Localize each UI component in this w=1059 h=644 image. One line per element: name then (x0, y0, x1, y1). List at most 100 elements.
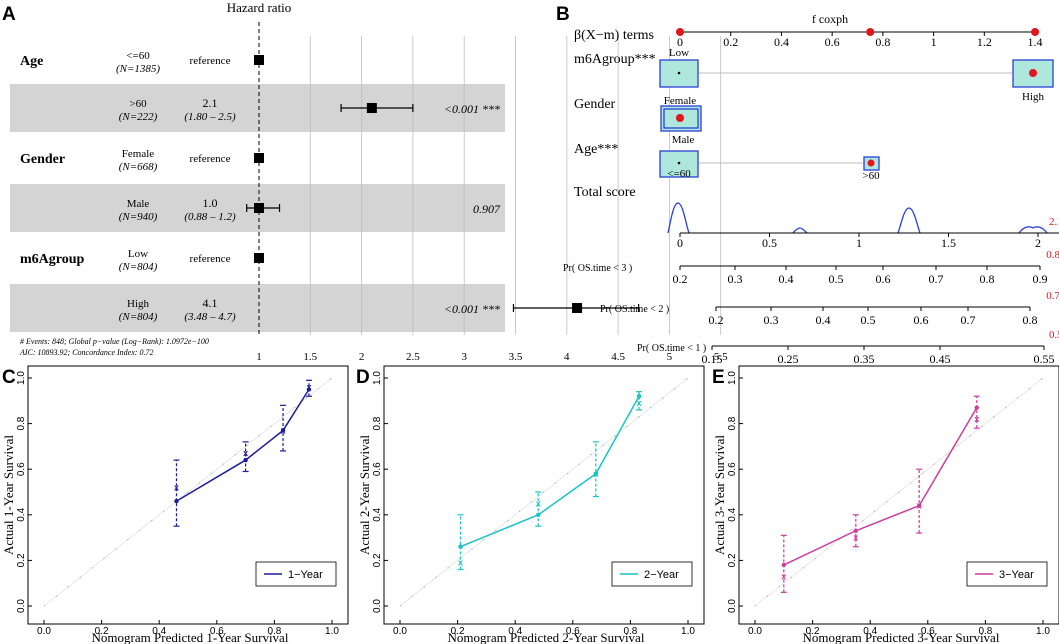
corrected-point: x (243, 448, 248, 458)
beta-tick-label: 0.6 (825, 35, 840, 49)
prob-tick-label: 0.4 (779, 272, 794, 286)
ideal-line-faint (43, 377, 333, 607)
y-tick-label: 1.0 (727, 371, 738, 385)
level-label: Low (128, 248, 148, 260)
prob-tick-label: 0.2 (709, 313, 724, 327)
corrected-point: x (853, 533, 858, 543)
prob-tick-label: 0.5 (861, 313, 876, 327)
score-density-curve (667, 202, 1048, 234)
y-tick-label: 0.4 (372, 507, 383, 521)
corrected-point: x (281, 425, 286, 435)
x-tick-label: 3.5 (509, 351, 523, 363)
total-tick-label: 2 (1035, 236, 1041, 250)
selected-level-dot (676, 114, 684, 122)
x-tick-label: 2 (359, 351, 365, 363)
p-value: <0.001 *** (444, 102, 500, 116)
prob-tick-label: 0.15 (702, 352, 723, 366)
y-tick-label: 0.0 (727, 599, 738, 613)
x-tick-label: 0.2 (451, 626, 465, 637)
beta-tick-label: 0 (677, 35, 683, 49)
forest-title: Hazard ratio (227, 0, 292, 15)
ci-value: (3.48 – 4.7) (184, 311, 236, 323)
y-tick-label: 0.6 (727, 462, 738, 476)
footnote-aic: AIC: 10893.92; Concordance Index: 0.72 (19, 348, 153, 357)
x-tick-label: 0.0 (748, 626, 762, 637)
level-label: Male (127, 198, 150, 210)
level-name: Low (669, 47, 689, 59)
group-label: m6Agroup (20, 252, 85, 267)
x-tick-label: 1.0 (681, 626, 695, 637)
x-tick-label: 1.0 (1036, 626, 1050, 637)
hr-point (254, 55, 264, 65)
y-tick-label: 0.8 (372, 416, 383, 430)
y-tick-label: 0.2 (372, 553, 383, 567)
beta-tick-label: 0.2 (723, 35, 738, 49)
y-tick-label: 0.0 (16, 599, 27, 613)
observed-point (174, 498, 179, 504)
y-tick-label: 1.0 (372, 371, 383, 385)
prob-tick-label: 0.25 (778, 352, 799, 366)
hr-value: reference (190, 153, 231, 165)
x-axis-label: Nomogram Predicted 1-Year Survival (92, 630, 289, 644)
prob-value: 0.789 (1046, 290, 1059, 302)
y-axis-label: Actual 3-Year Survival (712, 435, 727, 555)
prob-tick-label: 0.45 (930, 352, 951, 366)
level-name: High (1022, 91, 1045, 103)
level-label: High (127, 298, 150, 310)
count-label: (N=804) (119, 261, 158, 273)
x-tick-label: 4 (564, 351, 570, 363)
level-label: <=60 (126, 50, 150, 62)
corrected-point: x (781, 571, 786, 581)
corrected-point: x (174, 482, 179, 492)
prob-tick-label: 0.2 (673, 272, 688, 286)
y-tick-label: 0.8 (16, 416, 27, 430)
total-tick-label: 1 (856, 236, 862, 250)
observed-point (458, 544, 463, 549)
hr-point (254, 153, 264, 163)
observed-point (306, 387, 312, 392)
prob-tick-label: 0.35 (854, 352, 875, 366)
count-label: (N=940) (119, 211, 158, 223)
x-tick-label: 0.8 (267, 626, 281, 637)
level-label: Female (122, 148, 154, 160)
legend-label: 1−Year (288, 569, 323, 581)
calibration-line (460, 395, 640, 548)
x-tick-label: 0.8 (978, 626, 992, 637)
hr-value: 1.0 (203, 196, 218, 210)
total-tick-label: 0.5 (762, 236, 777, 250)
level-name: Male (672, 134, 695, 146)
variable-label: Gender (574, 97, 616, 112)
x-tick-label: 1.5 (303, 351, 317, 363)
x-tick-label: 0.4 (863, 626, 877, 637)
corrected-point: x (917, 501, 922, 511)
ci-value: (0.88 – 1.2) (184, 211, 236, 223)
level-name: >60 (862, 170, 880, 182)
calibration-plot-1-year: 0.0 0.0 0.2 0.2 0.4 0.4 0.6 0.6 0.8 0.8 1.0 1.0 Nomo… (1, 365, 349, 644)
row-shade (10, 284, 505, 332)
p-value: <0.001 *** (444, 302, 500, 316)
beta-tick-label: 0.4 (774, 35, 789, 49)
x-tick-label: 3 (461, 351, 467, 363)
observed-point (974, 405, 979, 410)
x-tick-label: 2.5 (406, 351, 420, 363)
p-value: 0.907 (473, 202, 501, 216)
panel-label-a: A (2, 4, 16, 25)
observed-point (853, 528, 858, 533)
count-label: (N=804) (119, 311, 158, 323)
variable-label: Age*** (574, 142, 618, 157)
plot-frame (738, 365, 1059, 625)
x-axis-label: Nomogram Predicted 2-Year Survival (448, 630, 645, 644)
y-tick-label: 0.6 (372, 462, 383, 476)
x-tick-label: 0.2 (806, 626, 820, 637)
plot-frame (383, 365, 705, 625)
corrected-point: x (306, 382, 311, 392)
panel-label-c: C (2, 367, 16, 388)
prob-axis-label: Pr( OS.time < 2 ) (600, 304, 669, 315)
x-tick-label: 0.2 (95, 626, 109, 637)
prob-value: 0.893 (1046, 249, 1059, 261)
hr-point (254, 253, 264, 263)
level-label: >60 (129, 98, 147, 110)
x-tick-label: 1 (256, 351, 262, 363)
